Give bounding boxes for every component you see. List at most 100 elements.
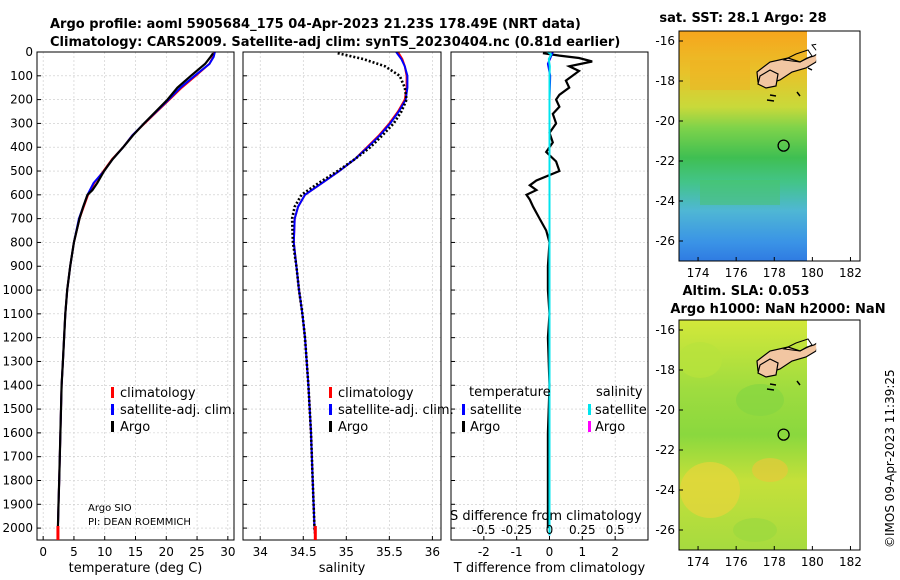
x-tick-label: 20 [159,545,174,559]
sst-map-axes: 174 176 178 180 182 -16 -18 -20 -22 -24 -26 [655,30,862,280]
series-line-temperature-argo [524,52,593,529]
legend-label-satellite: satellite-adj. clim. [120,403,236,418]
y-tick-label: -24 [655,483,675,497]
x2-tick-label: -0.5 [472,523,495,537]
map-frame [678,30,861,262]
sst-band [700,180,780,205]
y-tick-label: 1000 [2,283,33,297]
y-tick-label: 1500 [2,402,33,416]
legend-swatch-sal-satellite [588,404,591,415]
x-tick-label: 1 [579,545,587,559]
bottom-marker [313,526,317,540]
x-tick-label: 178 [763,555,786,569]
salinity-panel: 34 34.5 35 35.5 36 salinity [242,51,442,576]
map-frame [678,319,861,551]
no-data-area [816,31,860,261]
legend-swatch-argo [111,421,114,432]
y-tick-label: 600 [10,188,33,202]
bottom-marker [56,526,60,540]
y-tick-label: -18 [655,74,675,88]
x-tick-label: 5 [70,545,78,559]
legend-header-temperature: temperature [469,385,551,400]
salinity-legend: climatology satellite-adj. clim. Argo [329,386,454,435]
legend-swatch-sal-argo [588,421,591,432]
y-tick-label: 100 [10,69,33,83]
x-tick-label: 182 [839,266,862,280]
x-tick-label: 10 [97,545,112,559]
y-tick-label: -16 [655,323,675,337]
credit-line1: Argo SIO [88,503,132,514]
temperature-legend: climatology satellite-adj. clim. Argo [111,386,236,435]
legend-swatch-temp-argo [462,421,465,432]
legend-label-sal-satellite: satellite [595,403,647,418]
legend-label-argo: Argo [120,420,150,435]
y-tick-label: -26 [655,234,675,248]
y-tick-label: 1400 [2,378,33,392]
y-tick-label: 800 [10,235,33,249]
y-tick-label: 200 [10,93,33,107]
x-tick-label: 35 [339,545,354,559]
legend-label-temp-satellite: satellite [470,403,522,418]
y-tick-label: 1600 [2,426,33,440]
y-tick-label: -20 [655,403,675,417]
legend-label-argo: Argo [338,420,368,435]
x-tick-label: 178 [763,266,786,280]
y-tick-label: 400 [10,140,33,154]
legend-swatch-climatology [111,387,114,398]
x-tick-label: 174 [687,266,710,280]
coastline [756,338,822,391]
y-tick-label: -22 [655,154,675,168]
legend-swatch-satellite [111,404,114,415]
y-tick-label: 1800 [2,473,33,487]
sst-map: sat. SST: 28.1 Argo: 28 174 176 178 180 182 -… [655,11,862,280]
y-tick-label: 1200 [2,331,33,345]
y-tick-label: -22 [655,443,675,457]
y-tick-label: -24 [655,194,675,208]
difference-panel: -2 -1 0 1 2 T difference from climatology -0.5… [450,51,649,576]
series-line-argo [56,52,215,536]
y-tick-label: -16 [655,34,675,48]
x2-tick-label: 0.5 [606,523,625,537]
x-tick-label: 34 [253,545,268,559]
x-tick-label: 35.5 [376,545,403,559]
difference-legend: temperature salinity satellite Argo sate… [462,385,647,435]
legend-swatch-temp-satellite [462,404,465,415]
coastline [756,43,826,102]
legend-swatch-argo [329,421,332,432]
x2-tick-label: -0.25 [501,523,532,537]
x-tick-label: 0 [39,545,47,559]
x-tick-label: 174 [687,555,710,569]
x-tick-label: 176 [725,555,748,569]
legend-label-climatology: climatology [338,386,414,401]
y-tick-label: 1700 [2,450,33,464]
series-line-argo [290,51,408,536]
y-tick-label: 500 [10,164,33,178]
x-tick-label: -1 [511,545,523,559]
plot-frame [242,51,442,541]
y-tick-label: 1100 [2,307,33,321]
x2-tick-label: 0 [546,523,554,537]
legend-swatch-satellite [329,404,332,415]
no-data-area [816,320,860,550]
secondary-axis-label: S difference from climatology [450,509,642,524]
sla-map-title: Altim. SLA: 0.053 [683,284,810,299]
argo-position-marker [777,139,790,152]
sst-map-title: sat. SST: 28.1 Argo: 28 [659,11,826,26]
x-tick-label: 2 [611,545,619,559]
x-axis-label: temperature (deg C) [69,561,203,576]
y-tick-label: 300 [10,116,33,130]
x-tick-label: 25 [189,545,204,559]
y-tick-label: -18 [655,363,675,377]
legend-label-temp-argo: Argo [470,420,500,435]
argo-position-marker [777,428,790,441]
x-tick-label: 180 [801,555,824,569]
legend-label-climatology: climatology [120,386,196,401]
legend-label-sal-argo: Argo [595,420,625,435]
y-tick-label: 700 [10,212,33,226]
sla-map-axes: 174 176 178 180 182 -16 -18 -20 -22 -24 -26 [655,319,862,569]
x-tick-label: 34.5 [290,545,317,559]
y-tick-label: 900 [10,259,33,273]
legend-swatch-climatology [329,387,332,398]
x-tick-label: 30 [220,545,235,559]
x-tick-label: 182 [839,555,862,569]
